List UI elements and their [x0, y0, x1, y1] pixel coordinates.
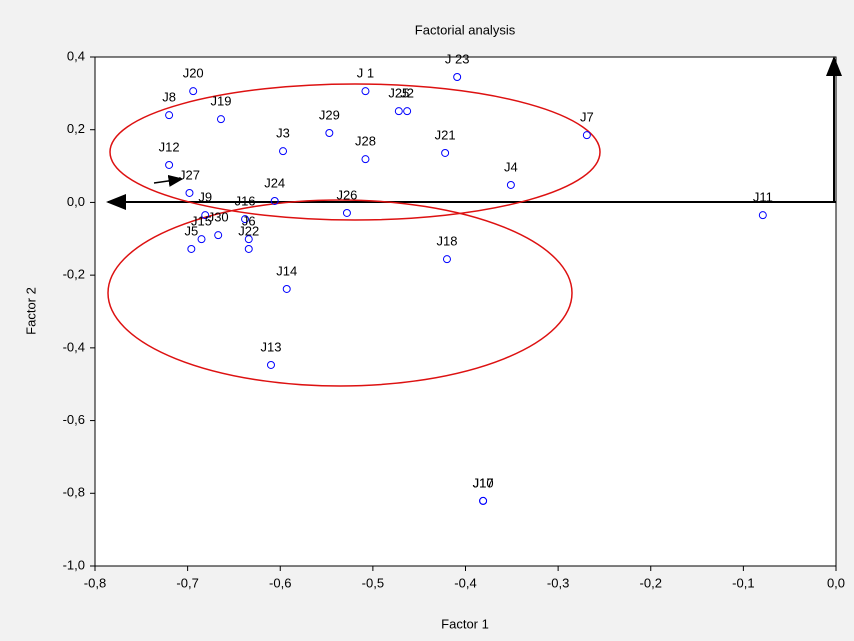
point-label: J 23 — [445, 51, 470, 66]
point — [361, 87, 370, 96]
point — [361, 155, 370, 164]
point-label: J19 — [210, 94, 231, 109]
point — [582, 131, 591, 140]
point — [758, 211, 767, 220]
x-tick-label: -0,3 — [547, 575, 569, 590]
point — [282, 284, 291, 293]
point-label: J24 — [264, 175, 285, 190]
point — [453, 72, 462, 81]
point-label: J25 — [388, 86, 409, 101]
plot-area — [94, 56, 837, 567]
point — [270, 196, 279, 205]
point — [506, 180, 515, 189]
point-label: J4 — [504, 159, 518, 174]
point-label: J 1 — [357, 66, 374, 81]
y-tick-label: 0,0 — [67, 194, 85, 209]
point — [442, 255, 451, 264]
point-label: J3 — [276, 126, 290, 141]
point-label: J13 — [261, 339, 282, 354]
point — [279, 147, 288, 156]
y-axis-label: Factor 2 — [23, 287, 38, 335]
point — [441, 148, 450, 157]
y-tick-label: -1,0 — [63, 557, 85, 572]
point — [165, 111, 174, 120]
x-tick-label: -0,8 — [84, 575, 106, 590]
x-axis-label: Factor 1 — [441, 616, 489, 631]
point — [266, 360, 275, 369]
x-tick-label: -0,2 — [640, 575, 662, 590]
y-tick-label: 0,4 — [67, 48, 85, 63]
point-label: J28 — [355, 134, 376, 149]
point — [325, 128, 334, 137]
y-tick-label: -0,2 — [63, 267, 85, 282]
point — [241, 215, 250, 224]
point — [244, 244, 253, 253]
cluster-ellipse — [107, 199, 573, 387]
y-tick-label: -0,8 — [63, 485, 85, 500]
point-label: J10 — [473, 475, 494, 490]
point-label: J20 — [183, 66, 204, 81]
point-label: J17 — [473, 475, 494, 490]
point — [214, 231, 223, 240]
point-label: J22 — [238, 223, 259, 238]
point-label: J8 — [162, 90, 176, 105]
point — [197, 235, 206, 244]
point — [244, 235, 253, 244]
point — [394, 107, 403, 116]
point-label: J26 — [336, 187, 357, 202]
point-label: J11 — [753, 190, 773, 205]
point-label: J18 — [436, 234, 457, 249]
point-label: J30 — [208, 210, 229, 225]
point — [165, 160, 174, 169]
point-label: J9 — [198, 190, 212, 205]
x-tick-label: -0,1 — [732, 575, 754, 590]
x-tick-label: -0,4 — [454, 575, 476, 590]
point — [185, 188, 194, 197]
point-label: J16 — [235, 194, 256, 209]
y-tick-label: -0,6 — [63, 412, 85, 427]
point-label: J2 — [400, 86, 414, 101]
x-tick-label: -0,6 — [269, 575, 291, 590]
point — [479, 496, 488, 505]
point — [187, 244, 196, 253]
y-tick-label: -0,4 — [63, 339, 85, 354]
pointer-arrow — [153, 174, 184, 187]
point-label: J27 — [179, 167, 200, 182]
point-label: J29 — [319, 107, 340, 122]
cluster-ellipse — [109, 83, 601, 221]
point — [189, 87, 198, 96]
point — [403, 107, 412, 116]
x-tick-label: 0,0 — [827, 575, 845, 590]
point — [342, 208, 351, 217]
y-tick-label: 0,2 — [67, 121, 85, 136]
point-label: J21 — [435, 127, 456, 142]
chart-title: Factorial analysis — [415, 22, 516, 37]
point-label: J14 — [276, 263, 297, 278]
point-label: J6 — [242, 214, 256, 229]
point-label: J7 — [580, 110, 594, 125]
point — [201, 211, 210, 220]
x-tick-label: -0,7 — [176, 575, 198, 590]
point-label: J5 — [184, 223, 198, 238]
point-label: J15 — [191, 214, 212, 229]
point-label: J12 — [159, 139, 180, 154]
point — [216, 115, 225, 124]
x-tick-label: -0,5 — [362, 575, 384, 590]
